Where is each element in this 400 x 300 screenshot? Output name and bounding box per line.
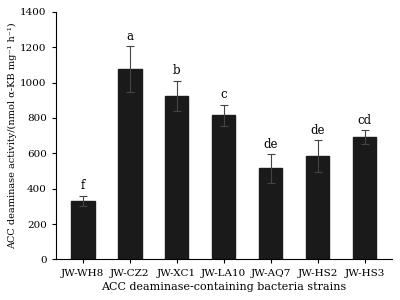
Bar [259, 168, 282, 260]
Text: de: de [310, 124, 325, 136]
Bar [306, 156, 330, 260]
Text: f: f [81, 179, 85, 192]
Text: cd: cd [358, 114, 372, 127]
Text: b: b [173, 64, 180, 77]
X-axis label: ACC deaminase-containing bacteria strains: ACC deaminase-containing bacteria strain… [101, 282, 346, 292]
Bar [71, 201, 94, 260]
Bar [212, 115, 236, 260]
Bar [353, 137, 376, 260]
Text: c: c [220, 88, 227, 101]
Bar [118, 69, 142, 260]
Y-axis label: ACC deaminase activity/(nmol α-KB mg⁻¹ h⁻¹): ACC deaminase activity/(nmol α-KB mg⁻¹ h… [8, 22, 18, 249]
Bar [165, 96, 188, 260]
Text: de: de [264, 138, 278, 151]
Text: a: a [126, 30, 133, 43]
